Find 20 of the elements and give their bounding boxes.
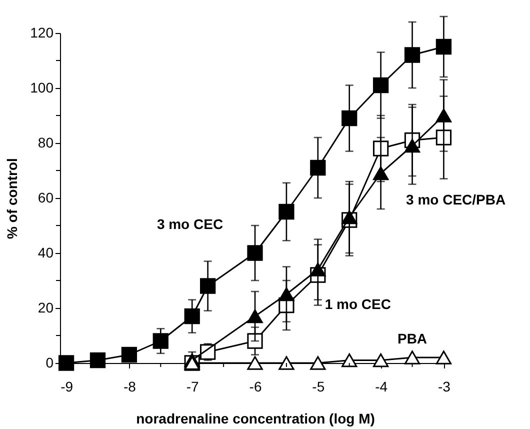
y-tick-label: 0 <box>46 354 54 370</box>
y-tick-label: 100 <box>30 80 54 96</box>
text: 3 mo CEC <box>156 216 224 232</box>
x-tick-label: -4 <box>375 378 388 394</box>
series-label: PBA <box>397 330 428 346</box>
x-tick-label: -7 <box>186 378 200 394</box>
series-label: 1 mo CEC <box>324 296 391 312</box>
x-tick-label: -5 <box>312 378 325 394</box>
x-tick-label: -8 <box>123 378 136 394</box>
x-tick-label: -9 <box>60 378 74 394</box>
y-tick-label: 80 <box>38 134 54 150</box>
y-tick-label: 60 <box>38 190 54 206</box>
y-axis-title: % of control <box>4 158 20 239</box>
x-tick-label: -3 <box>438 378 451 394</box>
y-tick-label: 20 <box>38 300 54 316</box>
x-axis-title: noradrenaline concentration (log M) <box>136 410 375 426</box>
y-tick-label: 40 <box>38 244 54 260</box>
y-tick-label: 120 <box>30 24 54 40</box>
series-label: 3 mo CEC/PBA <box>406 191 506 208</box>
x-tick-label: -6 <box>249 378 262 394</box>
